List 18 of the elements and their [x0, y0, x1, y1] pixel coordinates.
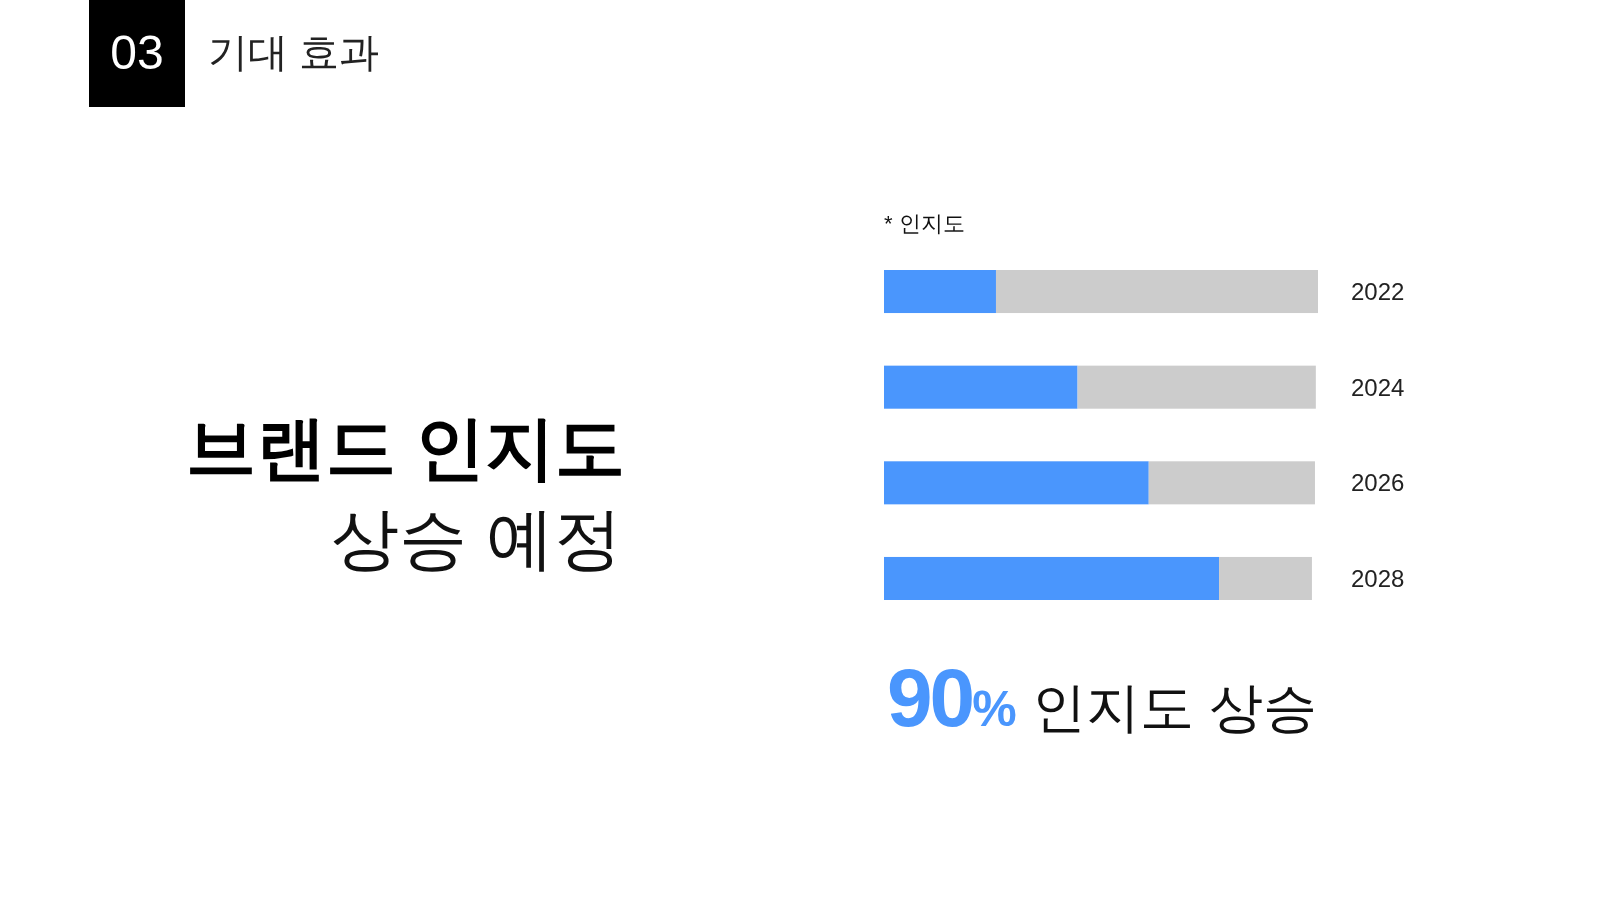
- bar: [884, 365, 1078, 409]
- text: 기대 효과: [208, 30, 380, 74]
- bar: [884, 461, 1149, 505]
- bar: [1077, 365, 1316, 409]
- bar: [995, 270, 1318, 314]
- y-tick-label: 2028: [1351, 564, 1405, 592]
- y-tick-label: 2022: [1351, 278, 1405, 306]
- y-tick-label: 2026: [1351, 469, 1405, 497]
- text: 03: [110, 25, 164, 79]
- bar: [884, 270, 996, 314]
- text: 브랜드 인지도: [185, 409, 625, 487]
- bar: [884, 556, 1220, 600]
- bar: [1148, 461, 1315, 505]
- y-tick-label: 2024: [1351, 373, 1405, 401]
- bar: [1219, 556, 1312, 600]
- text: * 인지도: [884, 211, 965, 236]
- text: 상승 예정: [331, 500, 622, 576]
- text: 90% 인지도 상승: [887, 652, 1317, 743]
